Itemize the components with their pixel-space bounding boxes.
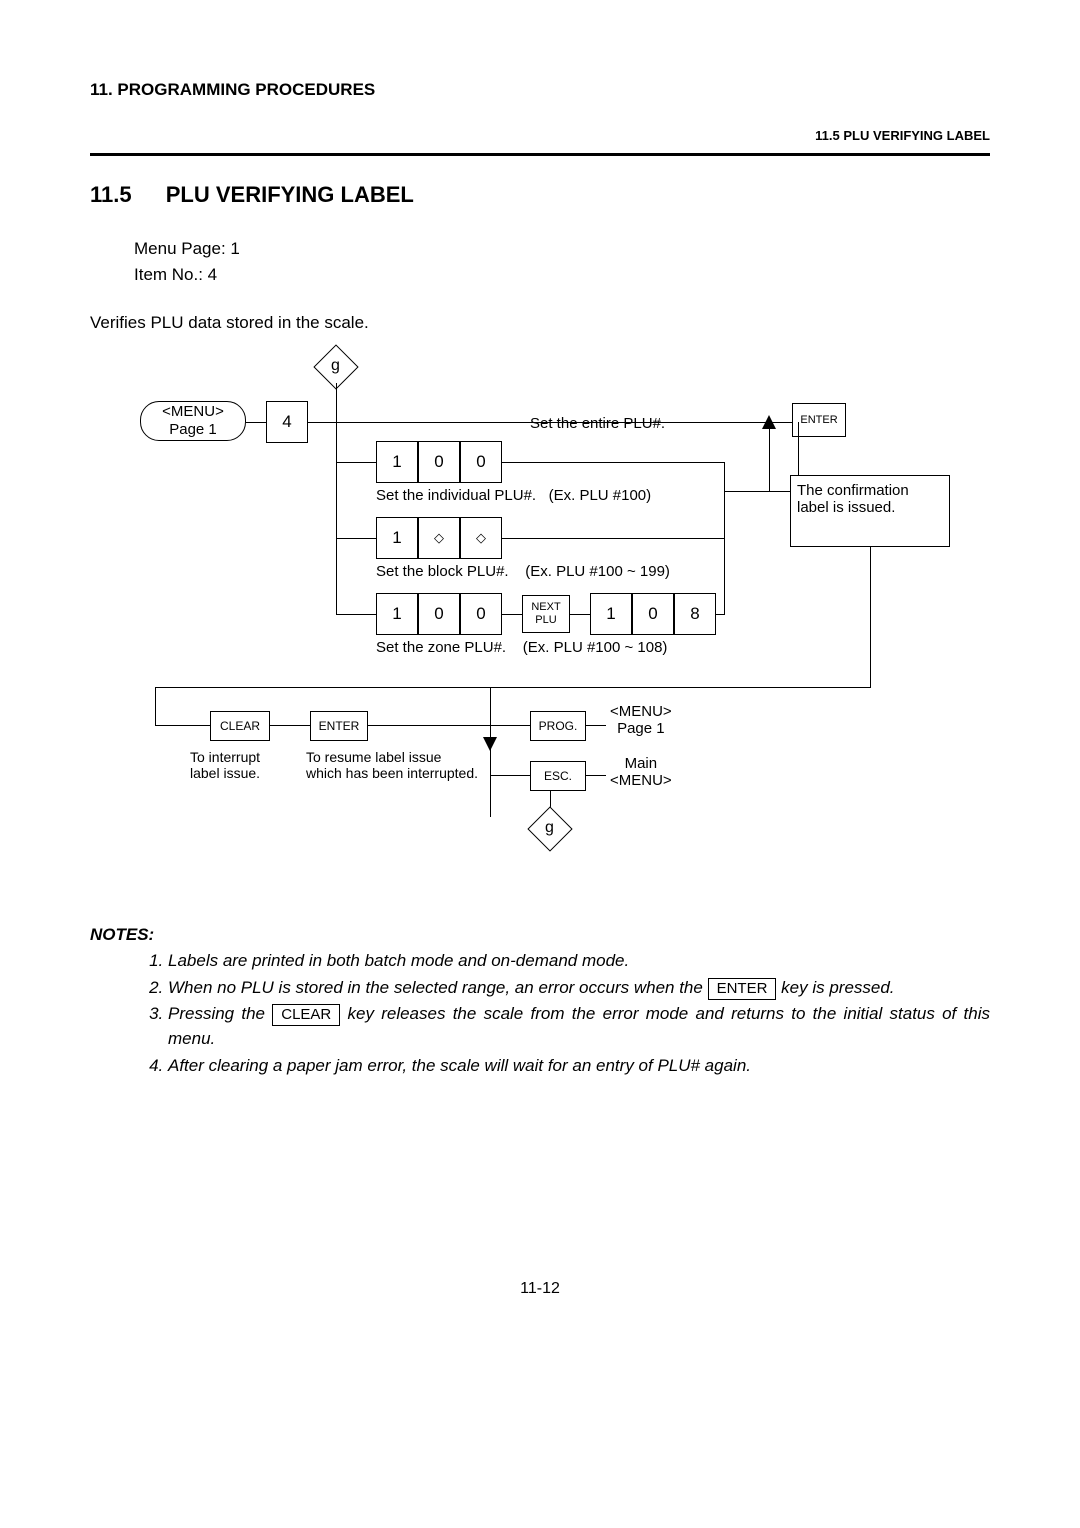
- line: [502, 614, 522, 615]
- line: [336, 614, 376, 615]
- line: [769, 422, 770, 492]
- line: [308, 422, 336, 423]
- key-row3-5: 0: [632, 593, 674, 635]
- line: [368, 725, 490, 726]
- line: [490, 725, 530, 726]
- note-3a: Pressing the: [168, 1004, 272, 1023]
- key-row1-3: 0: [460, 441, 502, 483]
- cap-zone-plu: Set the zone PLU#. (Ex. PLU #100 ~ 108): [376, 639, 667, 656]
- note-2b: key is pressed.: [776, 978, 894, 997]
- key-row3-3: 0: [460, 593, 502, 635]
- line: [155, 687, 156, 725]
- cap-individual-plu: Set the individual PLU#. (Ex. PLU #100): [376, 487, 651, 504]
- key-row3-4: 1: [590, 593, 632, 635]
- line: [336, 538, 376, 539]
- cap-block-plu: Set the block PLU#. (Ex. PLU #100 ~ 199): [376, 563, 670, 580]
- notes-heading: NOTES:: [90, 925, 990, 945]
- confirmation-box: The confirmation label is issued.: [790, 475, 950, 547]
- line: [155, 725, 210, 726]
- menu-page1-pill: <MENU>Page 1: [140, 401, 246, 441]
- line: [724, 462, 725, 615]
- cap-enter-mid: To resume label issuewhich has been inte…: [306, 749, 478, 781]
- key-4: 4: [266, 401, 308, 443]
- line: [490, 747, 491, 817]
- page-number: 11-12: [0, 1280, 1080, 1298]
- line: [336, 383, 337, 615]
- connector-g-bottom: [527, 806, 572, 851]
- key-esc: ESC.: [530, 761, 586, 791]
- line: [570, 614, 590, 615]
- key-next-plu: NEXTPLU: [522, 595, 570, 633]
- line: [716, 614, 725, 615]
- key-row2-3: ◇: [460, 517, 502, 559]
- section-title: 11.5 PLU VERIFYING LABEL: [90, 182, 990, 208]
- line: [336, 462, 376, 463]
- key-row2-2: ◇: [418, 517, 460, 559]
- line: [270, 725, 310, 726]
- menu-page-line: Menu Page: 1: [134, 236, 990, 262]
- key-row1-1: 1: [376, 441, 418, 483]
- line: [586, 775, 606, 776]
- keycap-enter: ENTER: [708, 978, 777, 1000]
- note-4: After clearing a paper jam error, the sc…: [168, 1054, 990, 1079]
- key-clear: CLEAR: [210, 711, 270, 741]
- key-enter-mid: ENTER: [310, 711, 368, 741]
- line: [586, 725, 606, 726]
- chapter-heading: 11. PROGRAMMING PROCEDURES: [90, 80, 990, 100]
- line: [490, 775, 530, 776]
- divider: [90, 153, 990, 156]
- section-name: PLU VERIFYING LABEL: [166, 182, 414, 207]
- cap-clear: To interruptlabel issue.: [190, 749, 260, 781]
- note-2: When no PLU is stored in the selected ra…: [168, 976, 990, 1001]
- menu-right-2: Main<MENU>: [610, 755, 672, 789]
- cap-entire-plu: Set the entire PLU#.: [530, 415, 665, 432]
- line: [502, 538, 724, 539]
- keycap-clear: CLEAR: [272, 1004, 340, 1026]
- line: [502, 462, 724, 463]
- key-prog: PROG.: [530, 711, 586, 741]
- menu-right-1: <MENU>Page 1: [610, 703, 672, 737]
- note-1: Labels are printed in both batch mode an…: [168, 949, 990, 974]
- line: [870, 547, 871, 687]
- key-enter-top: ENTER: [792, 403, 846, 437]
- key-row3-2: 0: [418, 593, 460, 635]
- note-3: Pressing the CLEAR key releases the scal…: [168, 1002, 990, 1051]
- key-row3-1: 1: [376, 593, 418, 635]
- line: [724, 491, 798, 492]
- line: [155, 687, 871, 688]
- line: [246, 422, 266, 423]
- description: Verifies PLU data stored in the scale.: [90, 313, 990, 333]
- note-2a: When no PLU is stored in the selected ra…: [168, 978, 708, 997]
- key-row1-2: 0: [418, 441, 460, 483]
- key-row2-1: 1: [376, 517, 418, 559]
- header-right: 11.5 PLU VERIFYING LABEL: [90, 128, 990, 143]
- notes-list: Labels are printed in both batch mode an…: [90, 949, 990, 1078]
- item-no-line: Item No.: 4: [134, 262, 990, 288]
- flow-diagram: g <MENU>Page 1 4 Set the entire PLU#. 1 …: [90, 345, 990, 885]
- section-number: 11.5: [90, 182, 132, 207]
- key-row3-6: 8: [674, 593, 716, 635]
